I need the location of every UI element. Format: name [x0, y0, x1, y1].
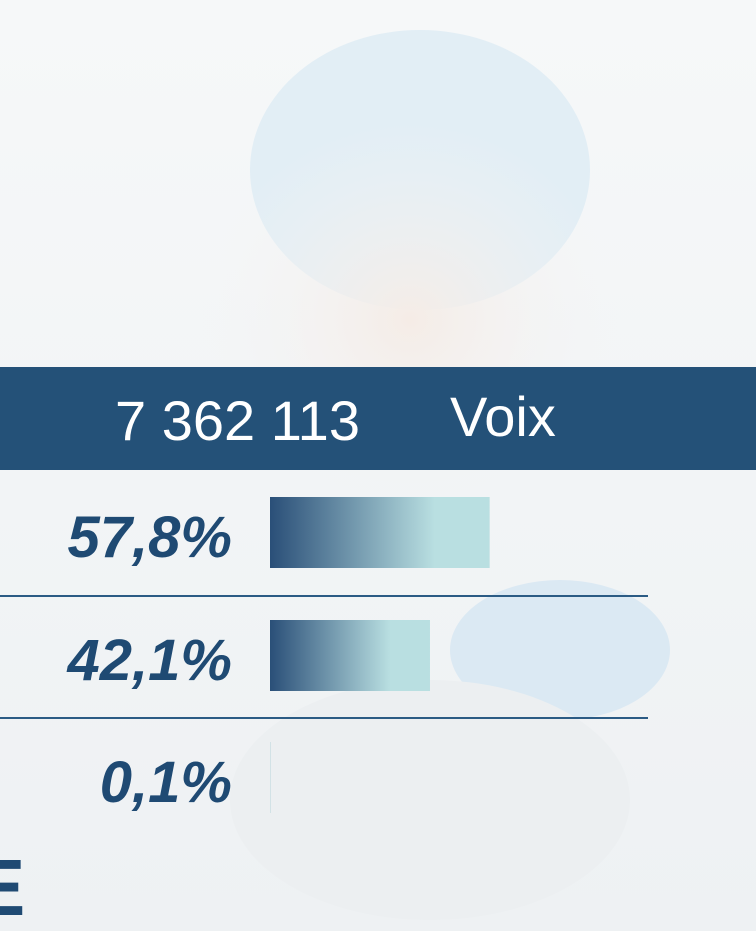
cropped-letter: E — [0, 843, 25, 931]
percent-label: 0,1% — [100, 750, 232, 815]
chart: 7 362 113 Voix E 57,8% 42,1% 0,1% — [0, 0, 756, 931]
header-band — [0, 367, 756, 470]
percent-label: 57,8% — [68, 505, 232, 570]
percent-label: 42,1% — [67, 628, 232, 693]
vote-total: 7 362 113 — [115, 389, 360, 452]
bar — [270, 497, 490, 568]
photo-body — [230, 680, 630, 920]
vote-unit: Voix — [450, 385, 556, 448]
bar — [270, 620, 430, 691]
page: {"chart_data": {"type": "bar", "total": … — [0, 0, 756, 931]
